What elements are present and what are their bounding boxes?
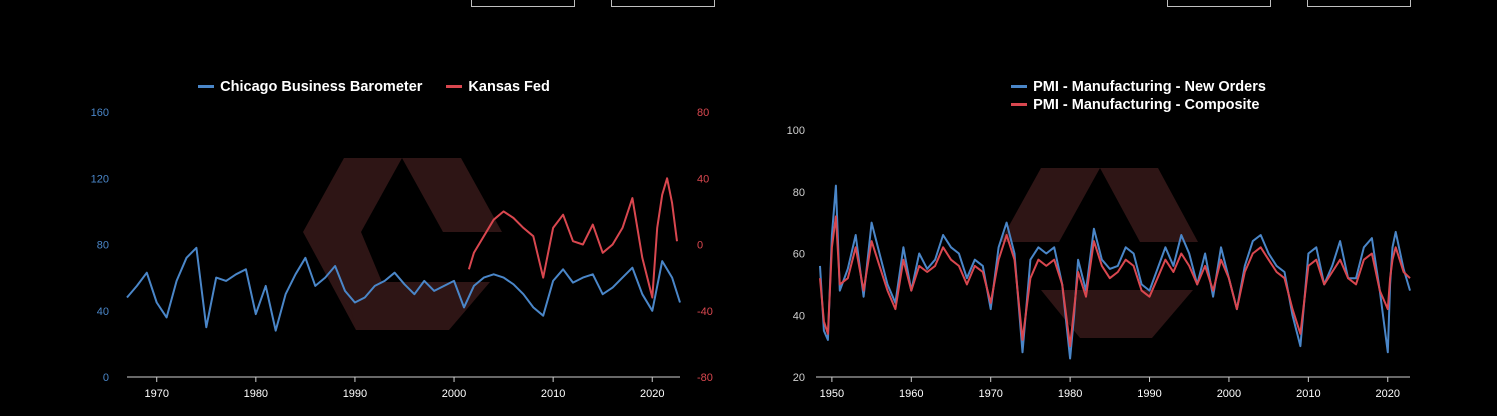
x-tick-label: 2000 [1217,388,1241,400]
plot-area: 1950 1960 1970 1980 1990 2000 2010 202020406080… [787,125,1411,400]
series-line-red [467,177,678,299]
toolbar-button-2[interactable] [611,0,715,7]
legend-swatch-red [446,85,463,88]
legend-label: Kansas Fed [468,78,550,95]
x-tick-label: 1970 [978,388,1002,400]
toolbar-button-3[interactable] [1167,0,1271,7]
legend-label: PMI - Manufacturing - New Orders [1033,78,1266,95]
y-right-tick-label: -40 [697,306,713,318]
y-left-tick-label: 120 [91,173,109,185]
legend-label: PMI - Manufacturing - Composite [1033,96,1260,113]
legend: Chicago Business Barometer Kansas Fed [0,76,748,95]
x-tick-label: 1960 [899,388,923,400]
y-right-tick-label: 40 [697,173,709,185]
y-left-tick-label: 60 [793,249,805,261]
series-line-blue [819,184,1411,360]
x-tick-label: 2020 [640,388,664,400]
y-left-tick-label: 0 [103,372,109,384]
toolbar-button-4[interactable] [1307,0,1411,7]
y-left-tick-label: 100 [787,125,805,137]
y-left-tick-label: 40 [97,306,109,318]
legend-swatch-red [1011,103,1028,106]
legend-item-composite[interactable]: PMI - Manufacturing - Composite [1011,97,1259,113]
y-right-tick-label: 0 [697,240,703,252]
y-left-tick-label: 80 [793,187,805,199]
legend-item-chicago[interactable]: Chicago Business Barometer [198,79,422,95]
watermark-logo [303,158,502,330]
legend: PMI - Manufacturing - New Orders PMI - M… [748,76,1497,113]
x-tick-label: 2010 [1296,388,1320,400]
y-left-tick-label: 40 [793,310,805,322]
toolbar-button-1[interactable] [471,0,575,7]
legend-item-new-orders[interactable]: PMI - Manufacturing - New Orders [1011,79,1266,95]
series-line-blue [126,246,681,332]
x-tick-label: 1980 [244,388,268,400]
x-tick-label: 1950 [820,388,844,400]
y-right-tick-label: -80 [697,372,713,384]
chart-right: PMI - Manufacturing - New Orders PMI - M… [748,0,1497,416]
y-left-tick-label: 20 [793,372,805,384]
legend-item-kansas[interactable]: Kansas Fed [446,78,550,95]
x-tick-label: 2010 [541,388,565,400]
legend-swatch-blue [1011,85,1028,88]
y-left-tick-label: 80 [97,240,109,252]
series-line-red [819,215,1411,348]
x-tick-label: 1980 [1058,388,1082,400]
y-right-tick-label: 80 [697,107,709,119]
x-tick-label: 2000 [442,388,466,400]
plot-area: 1970 1980 1990 2000 2010 2020 0 40 80 120 160 -80 -4… [91,107,713,400]
chart-left: Chicago Business Barometer Kansas Fed 19… [0,0,748,416]
x-tick-label: 1970 [144,388,168,400]
x-tick-label: 2020 [1376,388,1400,400]
x-tick-label: 1990 [343,388,367,400]
legend-swatch-blue [198,85,215,88]
watermark-logo [1000,168,1198,338]
legend-label: Chicago Business Barometer [220,78,423,95]
x-tick-label: 1990 [1137,388,1161,400]
y-left-tick-label: 160 [91,107,109,119]
